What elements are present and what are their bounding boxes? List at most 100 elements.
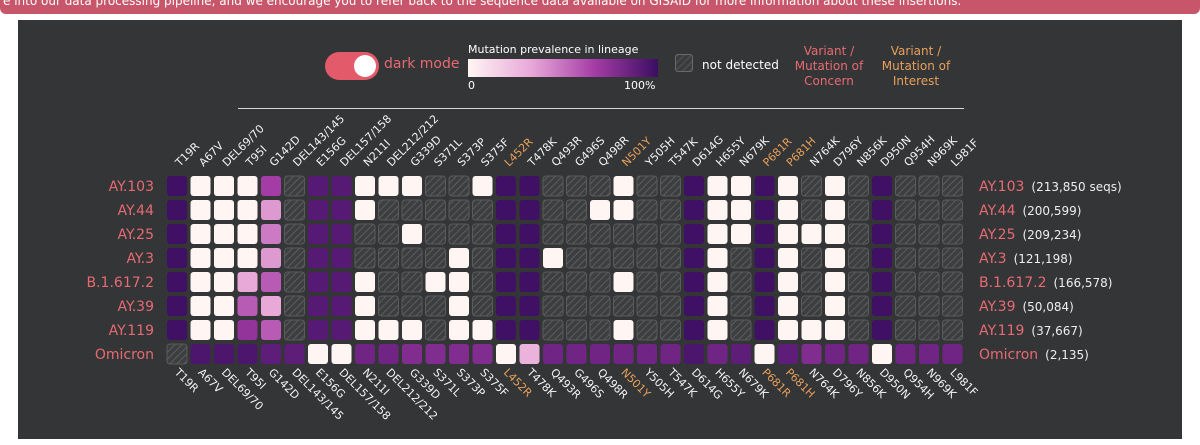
heatmap-cell[interactable]	[167, 320, 187, 340]
heatmap-cell[interactable]	[214, 344, 234, 364]
heatmap-cell[interactable]	[261, 224, 281, 244]
heatmap-cell[interactable]	[261, 200, 281, 220]
heatmap-cell-not-detected[interactable]	[284, 319, 305, 341]
heatmap-cell[interactable]	[801, 224, 822, 244]
heatmap-cell-not-detected[interactable]	[425, 295, 446, 317]
heatmap-cell[interactable]	[872, 176, 892, 196]
heatmap-cell[interactable]	[801, 320, 822, 340]
heatmap-cell[interactable]	[261, 344, 281, 364]
heatmap-cell[interactable]	[355, 176, 375, 196]
heatmap-cell[interactable]	[214, 176, 234, 196]
heatmap-cell[interactable]	[261, 320, 281, 340]
heatmap-cell[interactable]	[731, 224, 751, 244]
heatmap-cell[interactable]	[284, 344, 305, 364]
heatmap-cell[interactable]	[237, 200, 258, 220]
heatmap-cell[interactable]	[707, 176, 728, 196]
heatmap-cell[interactable]	[707, 272, 728, 292]
heatmap-cell[interactable]	[754, 272, 775, 292]
heatmap-cell[interactable]	[496, 344, 516, 364]
heatmap-cell[interactable]	[449, 344, 469, 364]
heatmap-cell-not-detected[interactable]	[730, 319, 752, 341]
heatmap-cell[interactable]	[355, 344, 375, 364]
heatmap-cell-not-detected[interactable]	[942, 223, 963, 245]
heatmap-cell[interactable]	[778, 224, 798, 244]
heatmap-cell-not-detected[interactable]	[566, 175, 587, 197]
heatmap-cell[interactable]	[237, 248, 258, 268]
heatmap-cell[interactable]	[778, 200, 798, 220]
heatmap-cell[interactable]	[331, 272, 352, 292]
heatmap-cell[interactable]	[872, 248, 892, 268]
heatmap-cell-not-detected[interactable]	[918, 199, 940, 221]
heatmap-cell[interactable]	[825, 248, 845, 268]
heatmap-cell[interactable]	[660, 344, 681, 364]
heatmap-cell[interactable]	[331, 176, 352, 196]
heatmap-cell[interactable]	[355, 200, 375, 220]
heatmap-cell[interactable]	[707, 344, 728, 364]
heatmap-cell[interactable]	[942, 344, 963, 364]
heatmap-cell-not-detected[interactable]	[284, 223, 305, 245]
heatmap-cell-not-detected[interactable]	[284, 271, 305, 293]
heatmap-cell[interactable]	[190, 272, 211, 292]
heatmap-cell[interactable]	[214, 248, 234, 268]
heatmap-cell[interactable]	[519, 296, 540, 316]
heatmap-cell-not-detected[interactable]	[354, 223, 376, 245]
heatmap-cell-not-detected[interactable]	[801, 271, 822, 293]
heatmap-cell[interactable]	[707, 296, 728, 316]
heatmap-cell[interactable]	[449, 248, 469, 268]
heatmap-cell-not-detected[interactable]	[895, 319, 916, 341]
heatmap-cell[interactable]	[167, 200, 187, 220]
heatmap-cell[interactable]	[613, 272, 634, 292]
heatmap-cell[interactable]	[167, 248, 187, 268]
heatmap-cell[interactable]	[402, 224, 422, 244]
heatmap-cell[interactable]	[331, 248, 352, 268]
heatmap-cell[interactable]	[355, 272, 375, 292]
heatmap-cell-not-detected[interactable]	[918, 223, 940, 245]
heatmap-cell[interactable]	[731, 176, 751, 196]
heatmap-cell-not-detected[interactable]	[613, 295, 634, 317]
heatmap-cell[interactable]	[778, 248, 798, 268]
heatmap-cell-not-detected[interactable]	[542, 319, 564, 341]
heatmap-cell[interactable]	[261, 272, 281, 292]
heatmap-cell-not-detected[interactable]	[660, 223, 681, 245]
heatmap-cell-not-detected[interactable]	[636, 319, 658, 341]
heatmap-cell-not-detected[interactable]	[472, 271, 493, 293]
heatmap-cell[interactable]	[355, 320, 375, 340]
heatmap-cell[interactable]	[825, 272, 845, 292]
heatmap-cell[interactable]	[496, 176, 516, 196]
heatmap-cell[interactable]	[449, 296, 469, 316]
heatmap-cell[interactable]	[496, 272, 516, 292]
heatmap-cell-not-detected[interactable]	[378, 271, 399, 293]
heatmap-cell[interactable]	[190, 344, 211, 364]
heatmap-cell[interactable]	[778, 272, 798, 292]
heatmap-cell[interactable]	[778, 344, 798, 364]
heatmap-cell[interactable]	[825, 176, 845, 196]
heatmap-cell[interactable]	[472, 344, 493, 364]
heatmap-cell[interactable]	[543, 344, 563, 364]
heatmap-cell[interactable]	[778, 176, 798, 196]
heatmap-cell-not-detected[interactable]	[918, 271, 940, 293]
heatmap-cell-not-detected[interactable]	[425, 175, 446, 197]
heatmap-cell-not-detected[interactable]	[660, 247, 681, 269]
heatmap-cell-not-detected[interactable]	[448, 199, 470, 221]
heatmap-cell-not-detected[interactable]	[636, 295, 658, 317]
heatmap-cell[interactable]	[167, 296, 187, 316]
heatmap-cell[interactable]	[378, 344, 399, 364]
heatmap-cell[interactable]	[519, 200, 540, 220]
heatmap-cell[interactable]	[167, 176, 187, 196]
heatmap-cell-not-detected[interactable]	[566, 295, 587, 317]
heatmap-cell[interactable]	[707, 200, 728, 220]
heatmap-cell-not-detected[interactable]	[660, 295, 681, 317]
heatmap-cell[interactable]	[425, 272, 446, 292]
heatmap-cell[interactable]	[825, 296, 845, 316]
heatmap-cell[interactable]	[778, 320, 798, 340]
heatmap-cell[interactable]	[378, 320, 399, 340]
heatmap-cell[interactable]	[378, 176, 399, 196]
heatmap-cell[interactable]	[190, 224, 211, 244]
heatmap-cell[interactable]	[684, 272, 704, 292]
heatmap-cell-not-detected[interactable]	[542, 199, 564, 221]
heatmap-cell[interactable]	[825, 200, 845, 220]
heatmap-cell[interactable]	[308, 272, 328, 292]
heatmap-cell[interactable]	[825, 224, 845, 244]
heatmap-cell[interactable]	[778, 296, 798, 316]
heatmap-cell-not-detected[interactable]	[848, 295, 869, 317]
